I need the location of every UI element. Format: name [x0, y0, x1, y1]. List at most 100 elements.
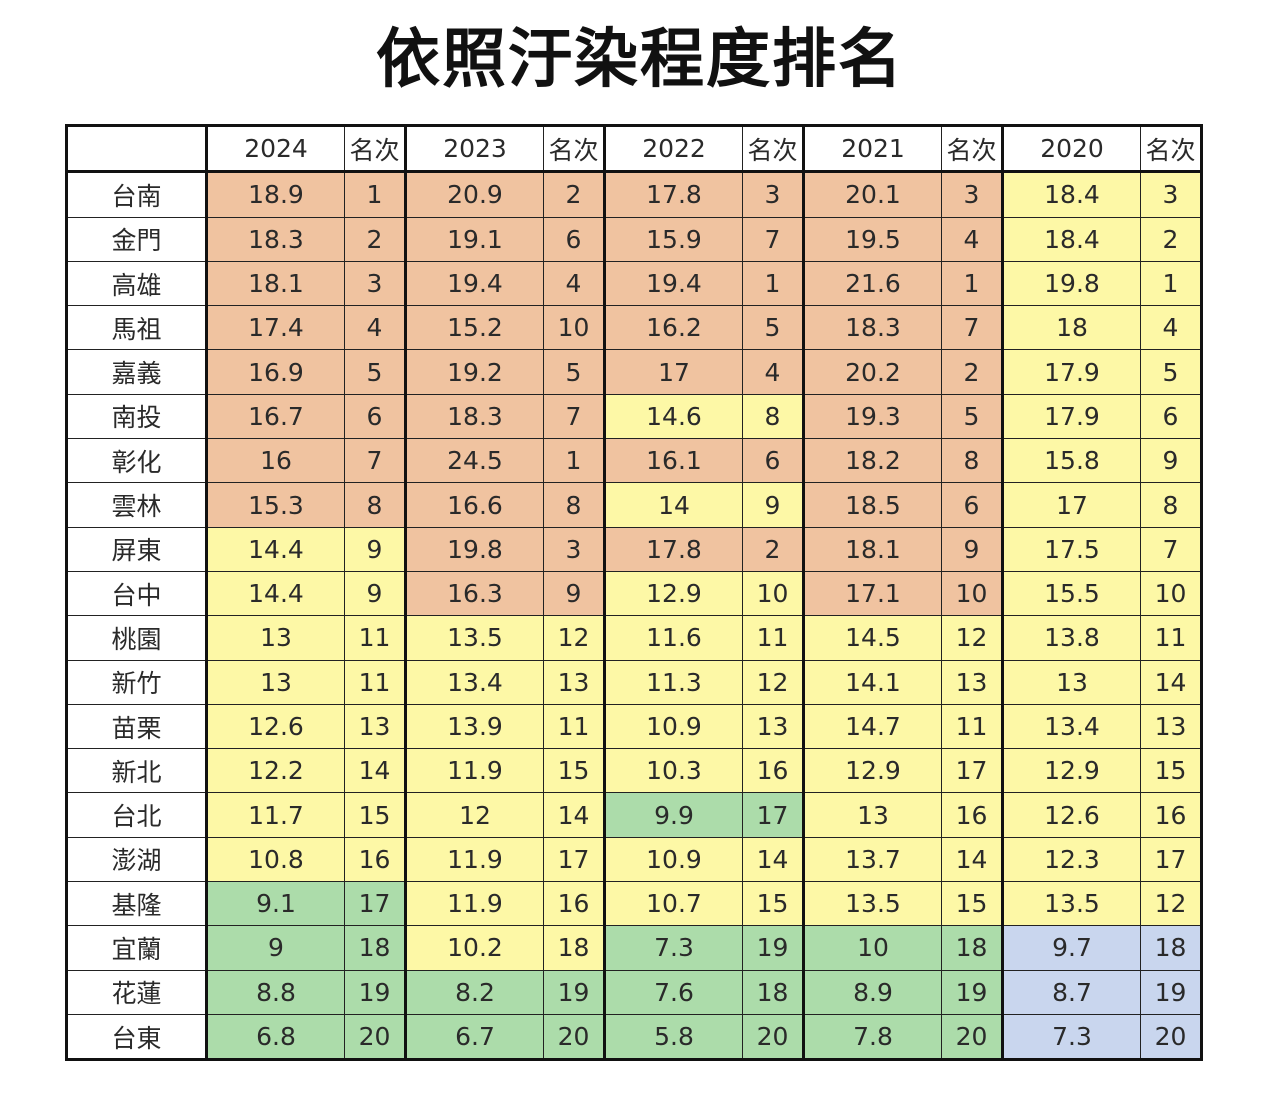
pm25-value-cell: 9.9	[603, 792, 743, 838]
pm25-value-cell: 14.4	[205, 526, 345, 572]
header-rank-2020: 名次	[1140, 124, 1202, 174]
rank-cell: 11	[941, 703, 1003, 750]
table-row: 苗栗 12.6 13 13.9 11 10.9 13 14.7 11 13.4 13	[66, 703, 1202, 750]
pm25-value-cell: 12.6	[205, 703, 345, 750]
rank-cell: 4	[344, 305, 406, 351]
rank-cell: 16	[742, 748, 804, 794]
region-name: 新北	[66, 748, 207, 794]
pm25-value-cell: 10.9	[603, 703, 743, 750]
rank-cell: 5	[1140, 349, 1202, 395]
rank-cell: 10	[543, 305, 605, 351]
region-name: 高雄	[66, 260, 207, 307]
pm25-value-cell: 7.6	[603, 969, 743, 1015]
pm25-value-cell: 18.2	[802, 438, 942, 484]
rank-cell: 20	[941, 1013, 1003, 1061]
pm25-value-cell: 19.5	[802, 216, 942, 262]
pm25-value-cell: 18.5	[802, 482, 942, 528]
rank-cell: 7	[941, 305, 1003, 351]
pm25-value-cell: 15.2	[404, 305, 544, 351]
rank-cell: 9	[344, 526, 406, 572]
region-name: 花蓮	[66, 969, 207, 1015]
pm25-value-cell: 13.9	[404, 703, 544, 750]
rank-cell: 18	[1140, 925, 1202, 971]
rank-cell: 16	[941, 792, 1003, 838]
rank-cell: 11	[543, 703, 605, 750]
header-rank-2022: 名次	[742, 124, 804, 174]
pm25-value-cell: 13	[205, 659, 345, 705]
pm25-value-cell: 9.7	[1001, 925, 1141, 971]
region-name: 彰化	[66, 438, 207, 484]
header-rank-2024: 名次	[344, 124, 406, 174]
header-2020: 2020	[1001, 124, 1141, 174]
pm25-value-cell: 18.4	[1001, 216, 1141, 262]
rank-cell: 6	[1140, 393, 1202, 440]
rank-cell: 14	[543, 792, 605, 838]
rank-cell: 15	[543, 748, 605, 794]
rank-cell: 1	[543, 438, 605, 484]
rank-cell: 5	[344, 349, 406, 395]
rank-cell: 15	[1140, 748, 1202, 794]
table-body: 台南 18.9 1 20.9 2 17.8 3 20.1 3 18.4 3 金門 18.3 2 19.1 6 1…	[66, 171, 1202, 1061]
pollution-ranking-table: 2024 名次 2023 名次 2022 名次 2021 名次 2020 名次 …	[65, 124, 1203, 1062]
rank-cell: 13	[1140, 703, 1202, 750]
header-2024: 2024	[205, 124, 345, 174]
pm25-value-cell: 8.2	[404, 969, 544, 1015]
rank-cell: 9	[344, 570, 406, 617]
pm25-value-cell: 24.5	[404, 438, 544, 484]
pm25-value-cell: 8.9	[802, 969, 942, 1015]
rank-cell: 6	[543, 216, 605, 262]
pm25-value-cell: 7.3	[1001, 1013, 1141, 1061]
rank-cell: 12	[1140, 881, 1202, 927]
pm25-value-cell: 7.8	[802, 1013, 942, 1061]
pm25-value-cell: 19.4	[603, 260, 743, 307]
pm25-value-cell: 20.9	[404, 171, 544, 218]
rank-cell: 17	[742, 792, 804, 838]
pm25-value-cell: 18.3	[802, 305, 942, 351]
table-row: 台北 11.7 15 12 14 9.9 17 13 16 12.6 16	[66, 792, 1202, 838]
table-row: 屏東 14.4 9 19.8 3 17.8 2 18.1 9 17.5 7	[66, 526, 1202, 572]
rank-cell: 16	[344, 836, 406, 883]
rank-cell: 4	[1140, 305, 1202, 351]
rank-cell: 2	[344, 216, 406, 262]
pm25-value-cell: 13.4	[1001, 703, 1141, 750]
rank-cell: 3	[742, 171, 804, 218]
pm25-value-cell: 17	[603, 349, 743, 395]
rank-cell: 18	[344, 925, 406, 971]
pm25-value-cell: 17.1	[802, 570, 942, 617]
rank-cell: 15	[941, 881, 1003, 927]
rank-cell: 13	[742, 703, 804, 750]
rank-cell: 3	[543, 526, 605, 572]
rank-cell: 5	[543, 349, 605, 395]
rank-cell: 4	[941, 216, 1003, 262]
pm25-value-cell: 20.2	[802, 349, 942, 395]
rank-cell: 9	[543, 570, 605, 617]
pm25-value-cell: 13.8	[1001, 615, 1141, 661]
rank-cell: 13	[543, 659, 605, 705]
pm25-value-cell: 11.6	[603, 615, 743, 661]
rank-cell: 8	[1140, 482, 1202, 528]
rank-cell: 13	[344, 703, 406, 750]
rank-cell: 12	[543, 615, 605, 661]
pm25-value-cell: 13.4	[404, 659, 544, 705]
region-name: 苗栗	[66, 703, 207, 750]
header-row: 2024 名次 2023 名次 2022 名次 2021 名次 2020 名次	[66, 124, 1202, 174]
pm25-value-cell: 13	[802, 792, 942, 838]
rank-cell: 17	[543, 836, 605, 883]
pm25-value-cell: 14.4	[205, 570, 345, 617]
pm25-value-cell: 12.9	[802, 748, 942, 794]
table-row: 馬祖 17.4 4 15.2 10 16.2 5 18.3 7 18 4	[66, 305, 1202, 351]
rank-cell: 14	[742, 836, 804, 883]
pm25-value-cell: 19.2	[404, 349, 544, 395]
pm25-value-cell: 18.1	[205, 260, 345, 307]
pm25-value-cell: 8.7	[1001, 969, 1141, 1015]
rank-cell: 8	[742, 393, 804, 440]
table-row: 桃園 13 11 13.5 12 11.6 11 14.5 12 13.8 11	[66, 615, 1202, 661]
region-name: 雲林	[66, 482, 207, 528]
rank-cell: 18	[742, 969, 804, 1015]
rank-cell: 15	[742, 881, 804, 927]
pm25-value-cell: 20.1	[802, 171, 942, 218]
rank-cell: 11	[742, 615, 804, 661]
table-row: 高雄 18.1 3 19.4 4 19.4 1 21.6 1 19.8 1	[66, 260, 1202, 307]
pm25-value-cell: 17.8	[603, 171, 743, 218]
region-name: 南投	[66, 393, 207, 440]
